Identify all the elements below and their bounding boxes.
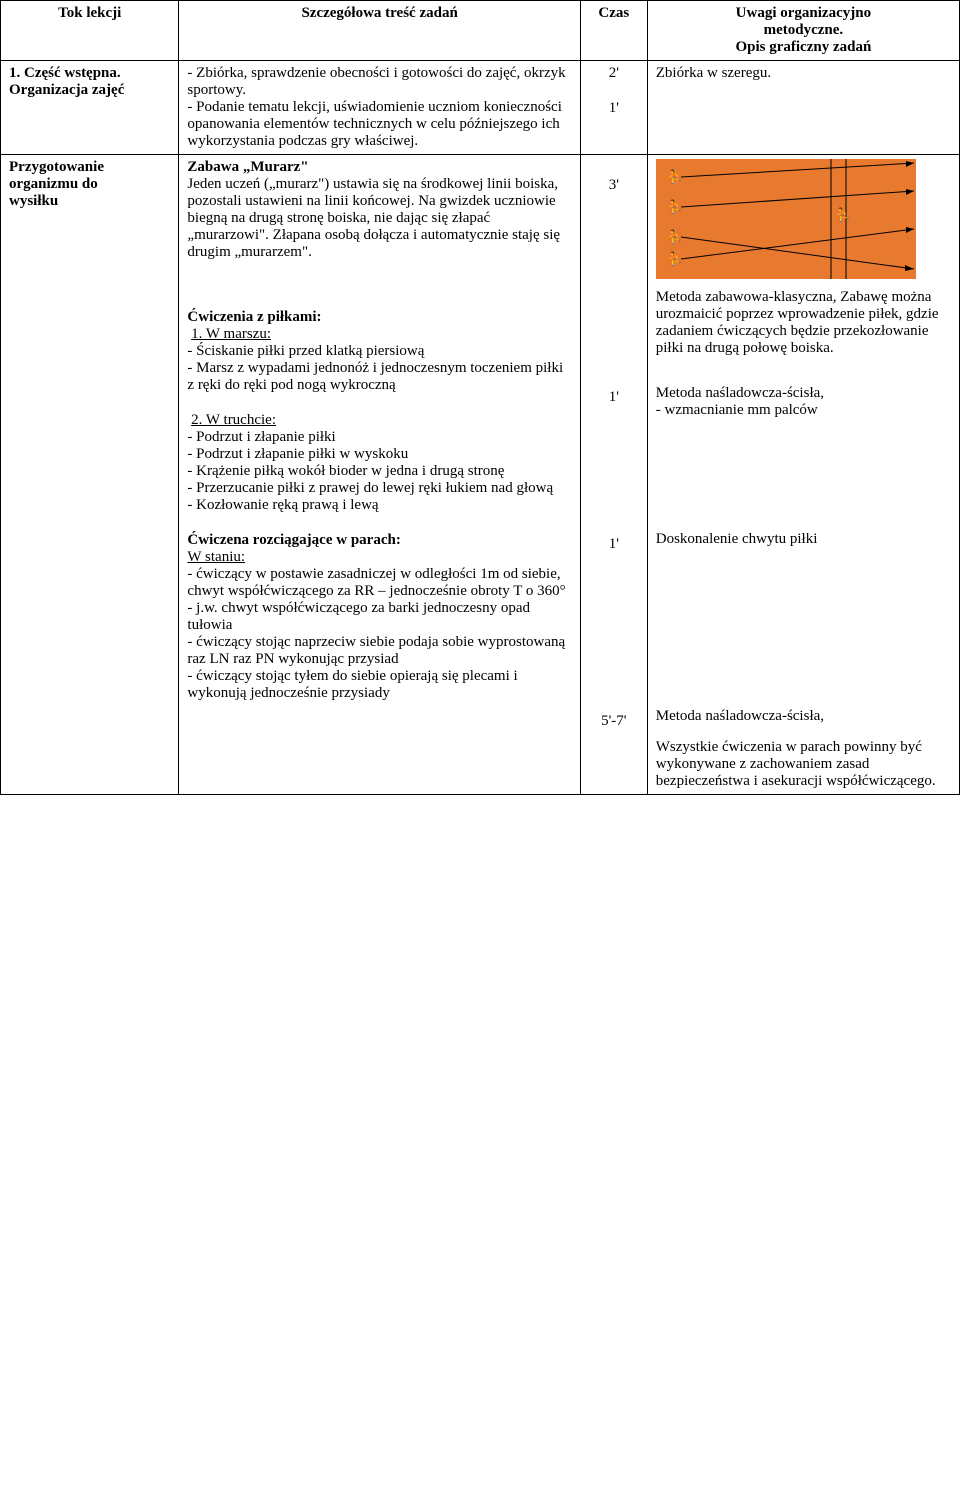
tok-warmup-l2: organizmu do bbox=[9, 176, 170, 193]
stan-title: W staniu: bbox=[187, 549, 245, 565]
stan-3: - ćwiczący stojąc naprzeciw siebie podaj… bbox=[187, 634, 571, 668]
row-intro: 1. Część wstępna. Organizacja zajęć - Zb… bbox=[1, 61, 960, 155]
court-diagram-svg: ⛹ ⛹ ⛹ ⛹ ⛹ bbox=[656, 159, 916, 279]
cw-pilki-title: Ćwiczenia z piłkami: bbox=[187, 309, 571, 326]
svg-text:⛹: ⛹ bbox=[666, 198, 682, 214]
uwagi-intro-text: Zbiórka w szeregu. bbox=[656, 65, 951, 82]
court-diagram: ⛹ ⛹ ⛹ ⛹ ⛹ bbox=[656, 159, 916, 279]
uwagi-intro: Zbiórka w szeregu. bbox=[647, 61, 959, 155]
trucht-title: 2. W truchcie: bbox=[191, 412, 276, 428]
rozc-title: Ćwiczena rozciągające w parach: bbox=[187, 532, 571, 549]
zabawa-title: Zabawa „Murarz" bbox=[187, 159, 571, 176]
svg-text:⛹: ⛹ bbox=[834, 206, 850, 222]
czas-warmup: 3' 1' 1' 5'-7' bbox=[580, 155, 647, 795]
header-uwagi-line1: Uwagi organizacyjno bbox=[736, 5, 871, 21]
uwagi-warmup: ⛹ ⛹ ⛹ ⛹ ⛹ Metoda zabawowa-klasyczna, Zab… bbox=[647, 155, 959, 795]
tresc-intro-p2: - Podanie tematu lekcji, uświadomienie u… bbox=[187, 99, 571, 150]
stan-1: - ćwiczący w postawie zasadniczej w odle… bbox=[187, 566, 571, 600]
czas-warmup-1: 3' bbox=[589, 177, 639, 194]
header-uwagi: Uwagi organizacyjno metodyczne. Opis gra… bbox=[647, 1, 959, 61]
uwagi-warmup-2a: Metoda naśladowcza-ścisła, bbox=[656, 385, 951, 402]
czas-warmup-4: 5'-7' bbox=[589, 713, 639, 730]
header-uwagi-line3: Opis graficzny zadań bbox=[735, 39, 871, 55]
tresc-intro: - Zbiórka, sprawdzenie obecności i gotow… bbox=[179, 61, 580, 155]
lesson-plan-table: Tok lekcji Szczegółowa treść zadań Czas … bbox=[0, 0, 960, 795]
header-uwagi-line2: metodyczne. bbox=[764, 22, 844, 38]
trucht-3: - Krążenie piłką wokół bioder w jedna i … bbox=[187, 463, 571, 480]
tok-intro: 1. Część wstępna. Organizacja zajęć bbox=[1, 61, 179, 155]
uwagi-warmup-3: Doskonalenie chwytu piłki bbox=[656, 531, 951, 548]
tok-warmup-l1: Przygotowanie bbox=[9, 159, 170, 176]
svg-text:⛹: ⛹ bbox=[666, 168, 682, 184]
czas-intro-2: 1' bbox=[589, 100, 639, 117]
trucht-5: - Kozłowanie ręką prawą i lewą bbox=[187, 497, 571, 514]
tok-warmup-l3: wysiłku bbox=[9, 193, 170, 210]
trucht-2: - Podrzut i złapanie piłki w wyskoku bbox=[187, 446, 571, 463]
czas-intro: 2' 1' bbox=[580, 61, 647, 155]
header-tok: Tok lekcji bbox=[1, 1, 179, 61]
uwagi-warmup-4b: Wszystkie ćwiczenia w parach powinny być… bbox=[656, 739, 951, 790]
header-tresc: Szczegółowa treść zadań bbox=[179, 1, 580, 61]
marsz-1: - Ściskanie piłki przed klatką piersiową bbox=[187, 343, 571, 360]
tok-warmup: Przygotowanie organizmu do wysiłku bbox=[1, 155, 179, 795]
stan-2: - j.w. chwyt współćwiczącego za barki je… bbox=[187, 600, 571, 634]
czas-warmup-3: 1' bbox=[589, 536, 639, 553]
czas-warmup-2: 1' bbox=[589, 389, 639, 406]
trucht-1: - Podrzut i złapanie piłki bbox=[187, 429, 571, 446]
tresc-intro-p1: - Zbiórka, sprawdzenie obecności i gotow… bbox=[187, 65, 571, 99]
uwagi-warmup-4a: Metoda naśladowcza-ścisła, bbox=[656, 708, 951, 725]
zabawa-body: Jeden uczeń („murarz") ustawia się na śr… bbox=[187, 176, 571, 261]
header-czas: Czas bbox=[580, 1, 647, 61]
tresc-warmup: Zabawa „Murarz" Jeden uczeń („murarz") u… bbox=[179, 155, 580, 795]
tok-intro-line2: Organizacja zajęć bbox=[9, 82, 170, 99]
svg-text:⛹: ⛹ bbox=[666, 250, 682, 266]
czas-intro-1: 2' bbox=[589, 65, 639, 82]
uwagi-warmup-1: Metoda zabawowa-klasyczna, Zabawę można … bbox=[656, 289, 951, 357]
svg-text:⛹: ⛹ bbox=[666, 228, 682, 244]
trucht-4: - Przerzucanie piłki z prawej do lewej r… bbox=[187, 480, 571, 497]
tok-intro-line1: 1. Część wstępna. bbox=[9, 65, 170, 82]
marsz-title: 1. W marszu: bbox=[191, 326, 271, 342]
row-warmup: Przygotowanie organizmu do wysiłku Zabaw… bbox=[1, 155, 960, 795]
marsz-2: - Marsz z wypadami jednonóż i jednoczesn… bbox=[187, 360, 571, 394]
stan-4: - ćwiczący stojąc tyłem do siebie opiera… bbox=[187, 668, 571, 702]
uwagi-warmup-2b: - wzmacnianie mm palców bbox=[656, 402, 951, 419]
header-row: Tok lekcji Szczegółowa treść zadań Czas … bbox=[1, 1, 960, 61]
